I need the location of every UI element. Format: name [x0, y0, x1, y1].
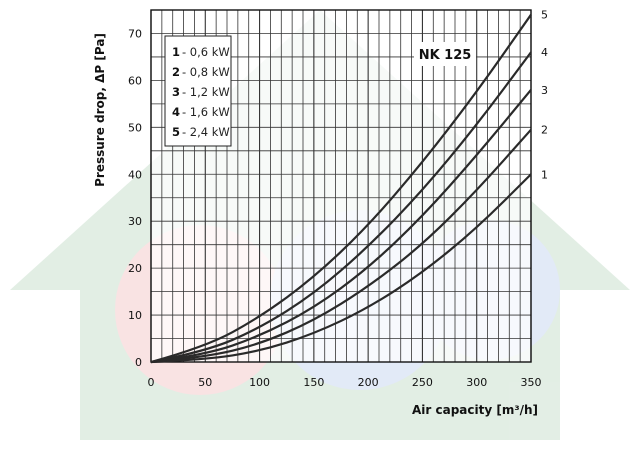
x-tick-label: 200 [358, 376, 379, 389]
legend-entry: - 2,4 kW [182, 125, 230, 139]
series-label-5: 5 [541, 9, 548, 22]
x-tick-label: 0 [148, 376, 155, 389]
x-tick-label: 50 [198, 376, 212, 389]
curve-labels: 1 2 3 4 5 [541, 9, 548, 182]
series-line-1 [150, 173, 532, 364]
legend-box [164, 35, 232, 147]
series-label-4: 4 [541, 46, 548, 59]
x-axis-title: Air capacity [m³/h] [412, 403, 538, 417]
y-tick-label: 30 [128, 215, 142, 228]
legend-entry: - 1,6 kW [182, 105, 230, 119]
y-tick-label: 70 [128, 27, 142, 40]
axes [150, 9, 532, 363]
series-line-4 [150, 51, 532, 364]
y-tick-label: 50 [128, 121, 142, 134]
curves [150, 14, 532, 364]
legend-entry: - 0,6 kW [182, 45, 230, 59]
series-label-3: 3 [541, 84, 548, 97]
series-line-2 [150, 128, 532, 364]
series-line-5 [150, 14, 532, 364]
y-tick-label: 0 [135, 356, 142, 369]
legend: 1- 0,6 kW2- 0,8 kW3- 1,2 kW4- 1,6 kW5- 2… [164, 35, 232, 147]
series-line-3 [150, 89, 532, 364]
y-tick-label: 20 [128, 262, 142, 275]
model-label: NK 125 [419, 48, 472, 63]
series-label-2: 2 [541, 124, 548, 137]
x-tick-label: 300 [466, 376, 487, 389]
legend-number: 3 [172, 85, 180, 99]
y-axis-title: Pressure drop, ΔP [Pa] [93, 33, 107, 187]
legend-number: 2 [172, 65, 180, 79]
tick-labels: 0 50 100 150 200 250 300 350 0 10 20 30 40 50 60 70 [128, 27, 542, 389]
model-box: NK 125 [414, 42, 476, 66]
legend-entry: - 1,2 kW [182, 85, 230, 99]
x-tick-label: 100 [249, 376, 270, 389]
x-tick-label: 350 [521, 376, 542, 389]
legend-number: 1 [172, 45, 180, 59]
x-tick-label: 150 [303, 376, 324, 389]
y-tick-label: 10 [128, 309, 142, 322]
legend-number: 5 [172, 125, 180, 139]
y-tick-label: 60 [128, 74, 142, 87]
plot-frame [150, 9, 532, 363]
series-label-1: 1 [541, 168, 548, 181]
legend-entry: - 0,8 kW [182, 65, 230, 79]
legend-number: 4 [172, 105, 180, 119]
x-tick-label: 250 [412, 376, 433, 389]
y-tick-label: 40 [128, 168, 142, 181]
